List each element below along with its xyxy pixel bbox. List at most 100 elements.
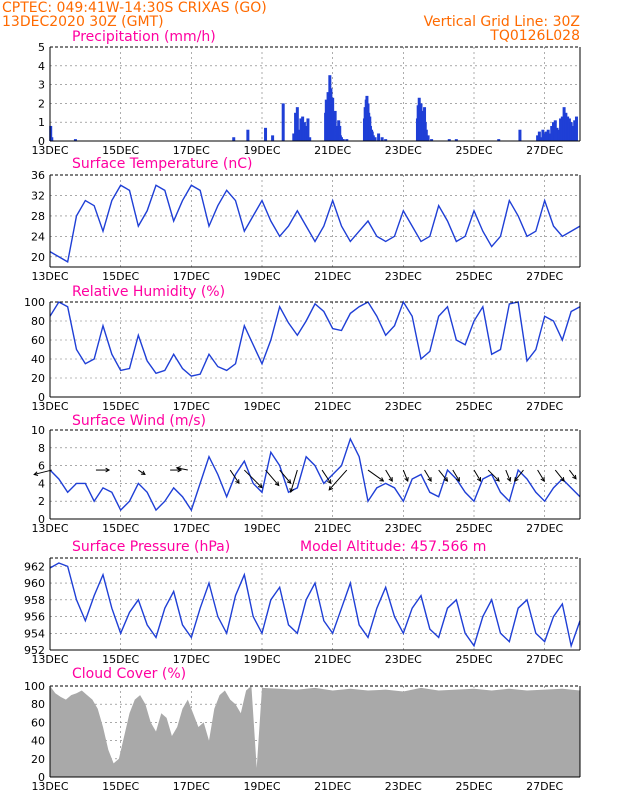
wind-arrow-head	[33, 471, 39, 476]
wind-date-label: 27DEC	[526, 522, 563, 535]
wind-arrow-head	[514, 477, 519, 482]
precip-bar	[569, 122, 573, 141]
precip-date-label: 15DEC	[102, 144, 139, 157]
wind-arrow-head	[235, 479, 240, 485]
precip-ytick-label: 4	[38, 60, 45, 73]
wind-arrow-head	[177, 467, 183, 473]
cloud-date-label: 17DEC	[173, 780, 210, 793]
precip-bar	[73, 139, 77, 141]
cloud-date-label: 19DEC	[243, 780, 280, 793]
temperature-date-label: 25DEC	[455, 270, 492, 283]
precip-bar	[447, 139, 451, 141]
humidity-title: Relative Humidity (%)	[72, 284, 225, 300]
wind-date-label: 21DEC	[314, 522, 351, 535]
wind-ytick-label: 6	[38, 460, 45, 473]
humidity-ytick-label: 60	[31, 334, 45, 347]
wind-arrow	[473, 469, 482, 482]
wind-arrow-head	[404, 477, 409, 483]
wind-arrow-head	[328, 485, 334, 491]
wind-arrow-head	[540, 477, 545, 482]
wind-ytick-label: 4	[38, 477, 45, 490]
header-model: TQ0126L028	[489, 28, 580, 44]
wind-arrow	[176, 467, 188, 471]
wind-arrow-head	[289, 488, 294, 494]
wind-arrow	[290, 469, 298, 493]
temperature-date-label: 27DEC	[526, 270, 563, 283]
precip-bar	[550, 125, 554, 141]
temperature-date-label: 19DEC	[243, 270, 280, 283]
precip-bar	[557, 129, 561, 141]
wind-arrow-head	[572, 474, 577, 480]
temperature-ytick-label: 36	[31, 169, 45, 182]
precip-bar	[548, 133, 552, 141]
pressure-title: Surface Pressure (hPa)	[72, 539, 230, 555]
precip-bar	[246, 129, 250, 141]
precip-bar	[564, 112, 568, 141]
wind-arrow	[367, 469, 384, 482]
humidity-line	[49, 300, 581, 377]
humidity-ytick-label: 40	[31, 353, 45, 366]
wind-arrow	[321, 469, 332, 484]
wind-arrow	[554, 469, 565, 482]
humidity-date-label: 19DEC	[243, 400, 280, 413]
precip-bar	[518, 129, 522, 141]
precip-title: Precipitation (mm/h)	[72, 29, 216, 45]
precip-bar	[345, 139, 349, 141]
precip-bar	[536, 135, 540, 141]
humidity-date-label: 21DEC	[314, 400, 351, 413]
precip-bar	[49, 125, 53, 141]
cloud-ytick-label: 40	[31, 735, 45, 748]
wind-arrow	[505, 469, 511, 482]
temperature-date-label: 21DEC	[314, 270, 351, 283]
wind-arrow-head	[327, 479, 332, 485]
precip-bar	[297, 129, 301, 141]
cloud-date-label: 25DEC	[455, 780, 492, 793]
pressure-date-label: 25DEC	[455, 653, 492, 666]
humidity-date-label: 17DEC	[173, 400, 210, 413]
wind-arrow-head	[286, 479, 292, 485]
precip-bar	[304, 125, 308, 141]
precip-bar	[552, 122, 555, 141]
cloud-area	[50, 686, 580, 777]
precip-bar	[424, 129, 428, 141]
cloud-ytick-label: 100	[24, 680, 45, 693]
precip-bar	[544, 131, 548, 141]
wind-arrow	[569, 469, 577, 480]
pressure-date-label: 21DEC	[314, 653, 351, 666]
wind-arrow-head	[443, 477, 449, 482]
wind-arrow	[402, 469, 409, 482]
precip-ytick-label: 5	[38, 41, 45, 54]
pressure-ytick-label: 960	[24, 577, 45, 590]
precip-bar	[306, 118, 310, 141]
wind-arrow-head	[506, 477, 512, 483]
temperature-ytick-label: 24	[31, 230, 45, 243]
pressure-subtitle: Model Altitude: 457.566 m	[300, 539, 486, 555]
pressure-date-label: 13DEC	[31, 653, 68, 666]
wind-arrow	[537, 469, 545, 482]
cloud-date-label: 13DEC	[31, 780, 68, 793]
cloud-date-label: 21DEC	[314, 780, 351, 793]
temperature-date-label: 17DEC	[173, 270, 210, 283]
wind-arrow-head	[257, 483, 263, 489]
humidity-date-label: 15DEC	[102, 400, 139, 413]
wind-arrow	[438, 469, 448, 482]
cloud-ytick-label: 60	[31, 716, 45, 729]
wind-arrow	[279, 469, 292, 484]
pressure-date-label: 15DEC	[102, 653, 139, 666]
humidity-ytick-label: 80	[31, 315, 45, 328]
humidity-ytick-label: 0	[38, 391, 45, 404]
precip-bar	[537, 131, 541, 141]
precip-bar	[299, 118, 303, 141]
precip-bar	[567, 118, 571, 141]
wind-arrow-head	[388, 477, 393, 482]
wind-line	[49, 437, 581, 512]
wind-date-label: 23DEC	[385, 522, 422, 535]
temperature-date-label: 15DEC	[102, 270, 139, 283]
wind-arrow	[328, 469, 348, 491]
precip-bar	[371, 135, 375, 141]
pressure-ytick-label: 958	[24, 594, 45, 607]
humidity-date-label: 25DEC	[455, 400, 492, 413]
precip-bar	[377, 133, 381, 141]
pressure-date-label: 23DEC	[385, 653, 422, 666]
